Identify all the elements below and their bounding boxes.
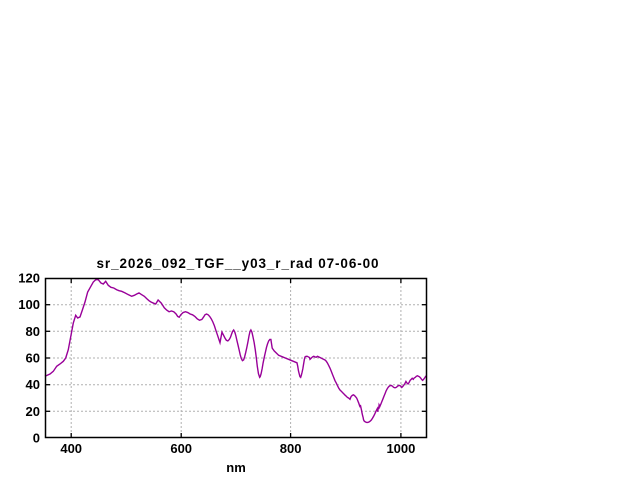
svg-text:40: 40 [26,377,40,392]
svg-text:400: 400 [60,441,82,456]
svg-text:60: 60 [26,351,40,366]
svg-text:nm: nm [226,460,246,475]
svg-text:80: 80 [26,324,40,339]
svg-text:sr_2026_092_TGF__y03_r_rad 07-: sr_2026_092_TGF__y03_r_rad 07-06-00 [97,256,380,271]
svg-text:20: 20 [26,404,40,419]
svg-text:800: 800 [280,441,302,456]
svg-text:120: 120 [18,271,40,286]
svg-text:100: 100 [18,297,40,312]
svg-text:1000: 1000 [386,441,415,456]
svg-text:600: 600 [170,441,192,456]
svg-text:0: 0 [33,431,40,446]
